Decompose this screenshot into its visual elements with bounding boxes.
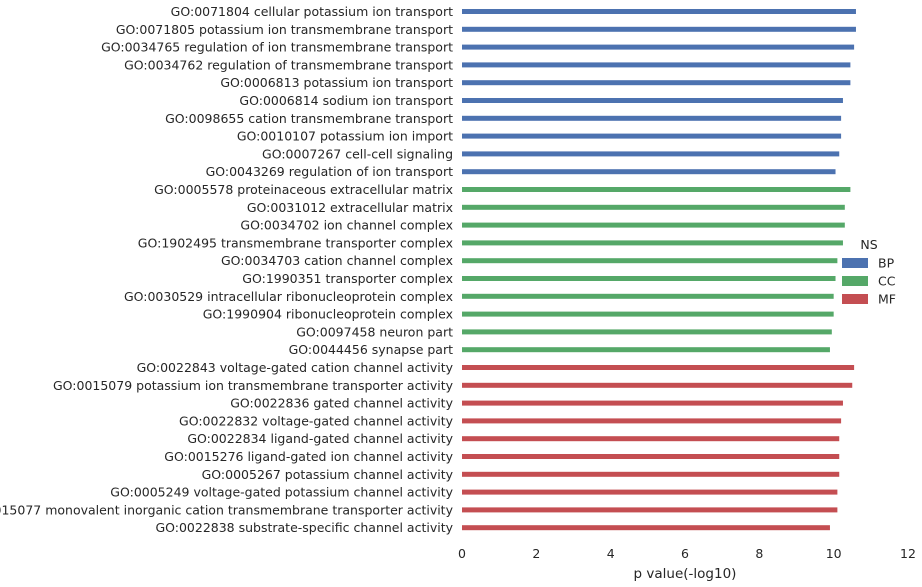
category-label: GO:0098655 cation transmembrane transpor… bbox=[165, 111, 453, 126]
bar-cc bbox=[462, 293, 834, 299]
bar-bp bbox=[462, 115, 842, 121]
bar-bp bbox=[462, 80, 851, 86]
category-label: GO:1902495 transmembrane transporter com… bbox=[138, 235, 453, 250]
legend-items: BP CC MF bbox=[842, 256, 896, 307]
category-label: GO:1990904 ribonucleoprotein complex bbox=[203, 307, 453, 322]
category-label: GO:0022834 ligand-gated channel activity bbox=[187, 431, 453, 446]
bar-cc bbox=[462, 204, 845, 210]
bar-cc bbox=[462, 222, 845, 228]
legend-label-bp: BP bbox=[878, 256, 895, 271]
x-axis-title: p value(-log10) bbox=[634, 566, 737, 582]
category-label: GO:0005578 proteinaceous extracellular m… bbox=[154, 182, 453, 197]
bar-bp bbox=[462, 133, 842, 139]
legend-swatch-cc bbox=[842, 276, 868, 286]
x-tick-label: 4 bbox=[607, 546, 615, 561]
category-label: GO:0071805 potassium ion transmembrane t… bbox=[116, 22, 453, 37]
bar-bp bbox=[462, 44, 855, 50]
bar-mf bbox=[462, 525, 830, 531]
category-label: GO:0010107 potassium ion import bbox=[237, 129, 453, 144]
category-label: GO:0005249 voltage-gated potassium chann… bbox=[110, 485, 453, 500]
category-label: GO:0034765 regulation of ion transmembra… bbox=[101, 40, 453, 55]
category-label: GO:0044456 synapse part bbox=[289, 342, 453, 357]
category-label: GO:0022838 substrate-specific channel ac… bbox=[155, 520, 453, 535]
bar-bp bbox=[462, 98, 843, 103]
category-label: GO:0034702 ion channel complex bbox=[240, 218, 453, 233]
category-label: GO:0071804 cellular potassium ion transp… bbox=[171, 4, 453, 19]
category-label: GO:0097458 neuron part bbox=[296, 324, 453, 339]
bar-cc bbox=[462, 347, 830, 353]
bar-cc bbox=[462, 276, 836, 281]
bar-bp bbox=[462, 62, 851, 68]
x-axis-ticks: 0 2 4 6 8 10 12 bbox=[458, 546, 916, 561]
category-label: GO:0006814 sodium ion transport bbox=[239, 93, 453, 108]
legend-label-cc: CC bbox=[878, 274, 896, 289]
x-tick-label: 10 bbox=[826, 546, 842, 561]
category-label: GO:0031012 extracellular matrix bbox=[247, 200, 453, 215]
bar-cc bbox=[462, 311, 834, 317]
category-label: GO:0015079 potassium ion transmembrane t… bbox=[53, 378, 454, 393]
bar-mf bbox=[462, 454, 840, 459]
bar-mf bbox=[462, 382, 853, 388]
legend-label-mf: MF bbox=[878, 292, 896, 307]
bar-mf bbox=[462, 418, 842, 424]
category-labels: GO:0071804 cellular potassium ion transp… bbox=[0, 4, 454, 535]
category-label: GO:0030529 intracellular ribonucleoprote… bbox=[124, 289, 453, 304]
bar-mf bbox=[462, 400, 843, 406]
bar-bp bbox=[462, 9, 856, 14]
legend: NS BP CC MF bbox=[842, 237, 896, 307]
category-label: GO:0006813 potassium ion transport bbox=[220, 75, 453, 90]
x-tick-label: 12 bbox=[900, 546, 916, 561]
bar-bp bbox=[462, 169, 836, 175]
bar-bp bbox=[462, 151, 840, 157]
bar-mf bbox=[462, 471, 840, 477]
bar-mf bbox=[462, 507, 838, 513]
x-tick-label: 6 bbox=[681, 546, 689, 561]
category-label: GO:0043269 regulation of ion transport bbox=[206, 164, 454, 179]
x-tick-label: 8 bbox=[755, 546, 763, 561]
category-label: GO:0034703 cation channel complex bbox=[221, 253, 453, 268]
bar-cc bbox=[462, 240, 843, 246]
category-label: GO:0015276 ligand-gated ion channel acti… bbox=[164, 449, 453, 464]
category-label: GO:0022843 voltage-gated cation channel … bbox=[137, 360, 454, 375]
bar-mf bbox=[462, 489, 838, 495]
x-tick-label: 2 bbox=[532, 546, 540, 561]
bar-cc bbox=[462, 329, 832, 335]
bar-cc bbox=[462, 258, 838, 264]
legend-swatch-bp bbox=[842, 258, 868, 268]
category-label: GO:0007267 cell-cell signaling bbox=[262, 146, 453, 161]
bar-cc bbox=[462, 187, 851, 192]
category-label: GO:0005267 potassium channel activity bbox=[202, 467, 454, 482]
category-label: GO:1990351 transporter complex bbox=[242, 271, 453, 286]
category-label: GO:0022832 voltage-gated channel activit… bbox=[179, 413, 454, 428]
legend-swatch-mf bbox=[842, 294, 868, 304]
bar-mf bbox=[462, 365, 855, 370]
x-tick-label: 0 bbox=[458, 546, 466, 561]
category-label: GO:0034762 regulation of transmembrane t… bbox=[124, 57, 453, 72]
bar-bp bbox=[462, 26, 856, 32]
category-label: GO:0022836 gated channel activity bbox=[230, 396, 453, 411]
category-label: GO:0015077 monovalent inorganic cation t… bbox=[0, 502, 454, 517]
legend-title: NS bbox=[860, 237, 877, 252]
bar-mf bbox=[462, 436, 840, 442]
bar-group bbox=[462, 9, 856, 531]
